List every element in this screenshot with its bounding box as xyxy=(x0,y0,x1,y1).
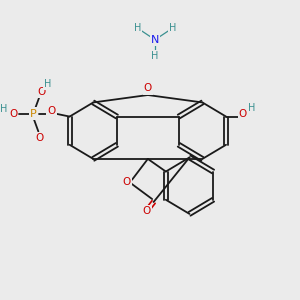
Text: O: O xyxy=(142,206,151,216)
Text: O: O xyxy=(144,83,152,94)
Text: O: O xyxy=(47,106,56,116)
Text: H: H xyxy=(248,103,255,113)
Text: O: O xyxy=(238,109,247,119)
Text: H: H xyxy=(169,23,176,33)
Text: H: H xyxy=(134,23,142,33)
Text: H: H xyxy=(0,104,7,114)
Text: H: H xyxy=(151,51,159,62)
Text: O: O xyxy=(123,177,131,187)
Text: O: O xyxy=(38,87,46,97)
Text: H: H xyxy=(44,79,51,89)
Text: O: O xyxy=(36,133,44,143)
Text: P: P xyxy=(30,109,37,118)
Text: N: N xyxy=(151,35,159,45)
Text: O: O xyxy=(9,109,17,118)
